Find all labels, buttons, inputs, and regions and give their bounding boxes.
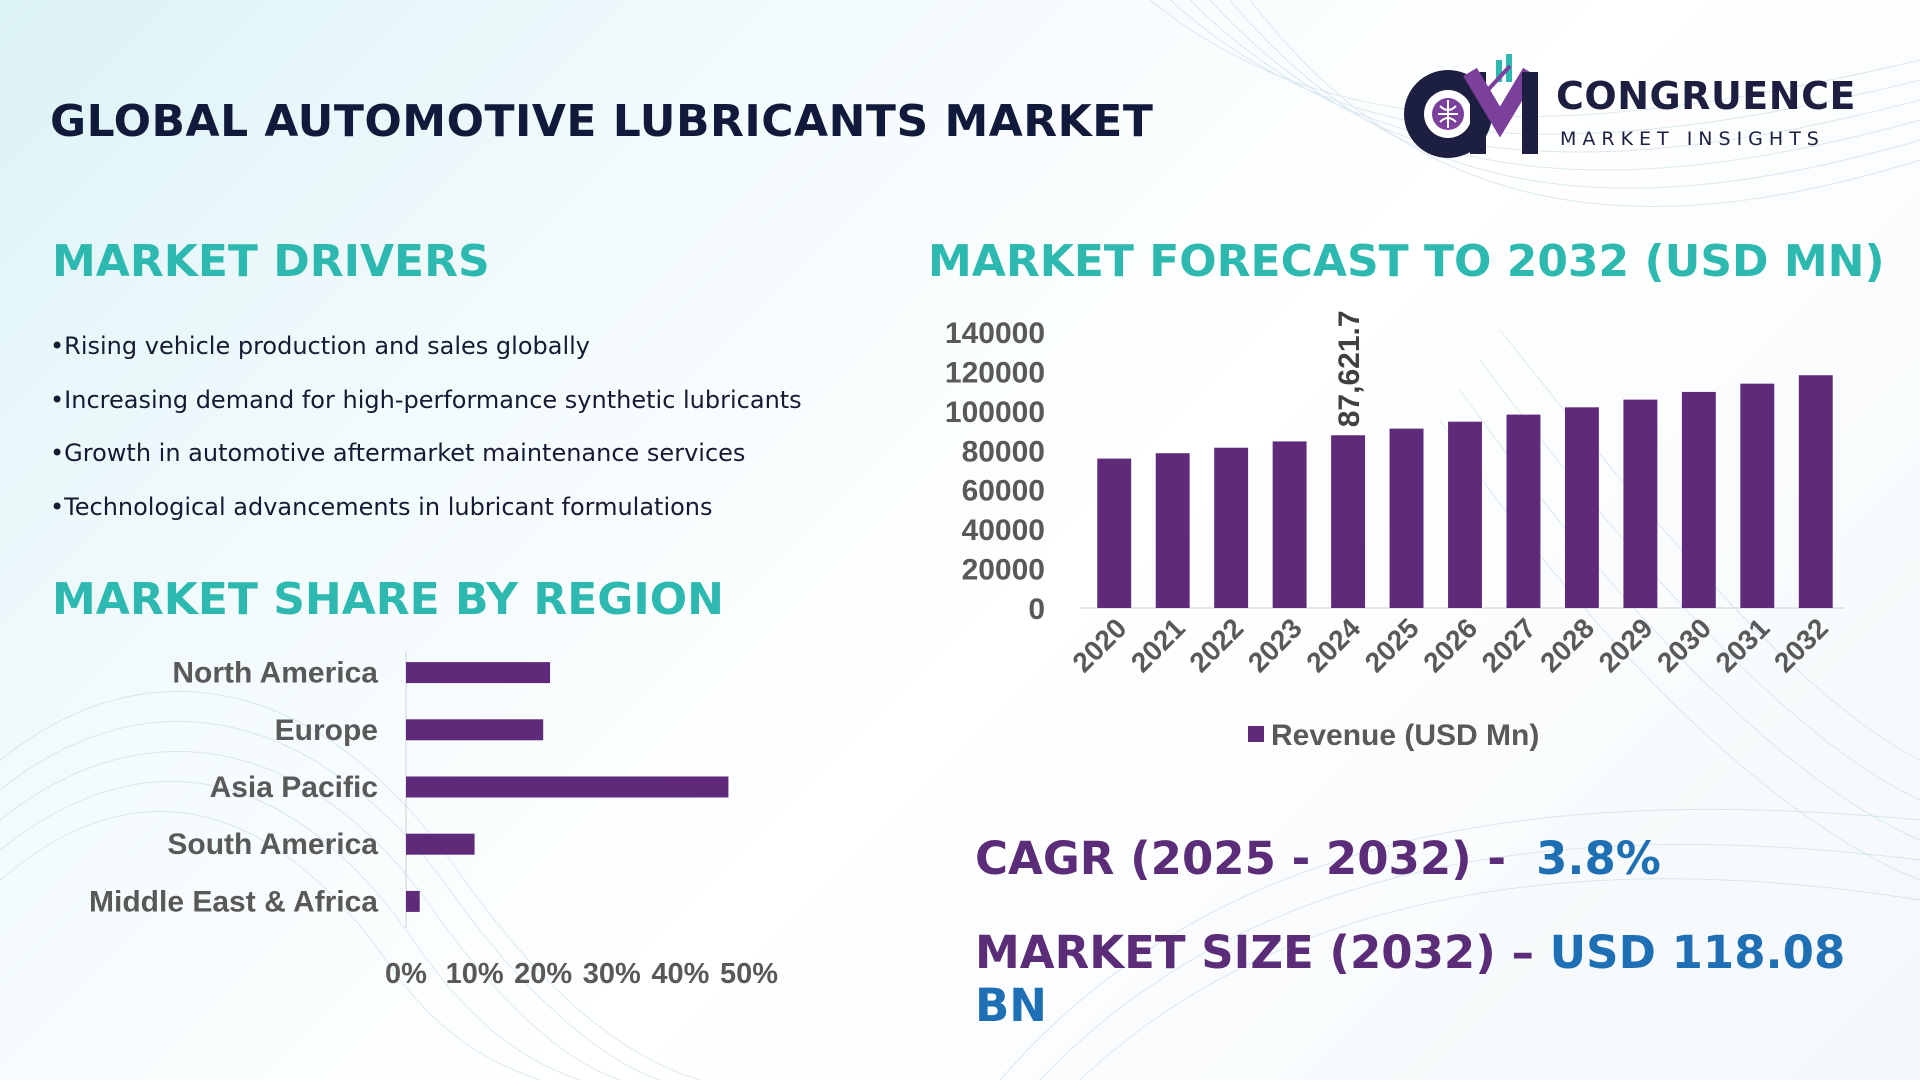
y-tick-label: 140000 xyxy=(945,317,1045,350)
driver-item: Rising vehicle production and sales glob… xyxy=(50,326,802,380)
market-size-value: USD 118.08 BN xyxy=(975,926,1846,1032)
driver-item: Growth in automotive aftermarket mainten… xyxy=(50,433,802,487)
bar xyxy=(1389,428,1424,608)
x-tick-label: 20% xyxy=(514,958,572,990)
region-heading: MARKET SHARE BY REGION xyxy=(52,574,724,625)
x-tick-label: 2031 xyxy=(1710,612,1776,678)
y-tick-label: 20000 xyxy=(962,554,1045,587)
category-label: Asia Pacific xyxy=(210,771,378,804)
x-tick-label: 2023 xyxy=(1242,612,1308,678)
bar xyxy=(1623,399,1658,608)
company-logo: CONGRUENCE MARKET INSIGHTS xyxy=(1400,52,1880,162)
legend-label: Revenue (USD Mn) xyxy=(1271,719,1539,752)
x-tick-label: 10% xyxy=(446,958,504,990)
bar xyxy=(1155,453,1190,608)
forecast-heading: MARKET FORECAST TO 2032 (USD MN) xyxy=(928,236,1885,287)
x-tick-label: 2022 xyxy=(1183,612,1249,678)
y-tick-label: 120000 xyxy=(945,356,1045,389)
bar xyxy=(1448,421,1482,608)
driver-item: Increasing demand for high-performance s… xyxy=(50,380,802,434)
y-tick-label: 100000 xyxy=(945,396,1045,429)
y-tick-label: 40000 xyxy=(962,514,1045,547)
bar xyxy=(406,776,729,798)
bar xyxy=(1506,414,1541,608)
bar xyxy=(1214,447,1249,608)
bar xyxy=(1097,458,1132,608)
category-label: South America xyxy=(167,828,378,861)
bar xyxy=(1681,391,1716,608)
y-tick-label: 0 xyxy=(1028,593,1045,626)
logo-name: CONGRUENCE xyxy=(1556,74,1856,118)
logo-mark-icon xyxy=(1404,54,1538,158)
bar xyxy=(1331,435,1366,608)
x-tick-label: 2030 xyxy=(1651,612,1717,678)
category-label: Europe xyxy=(275,714,378,747)
x-tick-label: 2024 xyxy=(1300,612,1366,678)
drivers-list: Rising vehicle production and sales glob… xyxy=(50,326,802,540)
x-tick-label: 2021 xyxy=(1125,612,1191,678)
y-tick-label: 60000 xyxy=(962,475,1045,508)
x-tick-label: 30% xyxy=(583,958,641,990)
cagr-value: 3.8% xyxy=(1536,832,1661,885)
data-label: 87,621.7 xyxy=(1333,310,1366,427)
x-tick-label: 2029 xyxy=(1593,612,1659,678)
x-tick-label: 2020 xyxy=(1067,612,1133,678)
driver-item: Technological advancements in lubricant … xyxy=(50,487,802,541)
x-tick-label: 2026 xyxy=(1417,612,1483,678)
logo-subtitle: MARKET INSIGHTS xyxy=(1560,128,1825,150)
market-size-summary: MARKET SIZE (2032) – USD 118.08 BN xyxy=(975,926,1920,1032)
x-tick-label: 0% xyxy=(385,958,427,990)
category-label: Middle East & Africa xyxy=(89,885,378,918)
legend-swatch xyxy=(1248,726,1264,742)
y-tick-label: 80000 xyxy=(962,435,1045,468)
bar xyxy=(1564,407,1599,608)
cagr-summary: CAGR (2025 - 2032) - 3.8% xyxy=(975,832,1661,885)
x-tick-label: 40% xyxy=(651,958,709,990)
cagr-label: CAGR (2025 - 2032) - xyxy=(975,832,1507,885)
bar xyxy=(406,719,544,741)
x-tick-label: 2032 xyxy=(1768,612,1834,678)
market-size-label: MARKET SIZE (2032) – xyxy=(975,926,1534,979)
category-label: North America xyxy=(172,657,378,690)
page-title: GLOBAL AUTOMOTIVE LUBRICANTS MARKET xyxy=(50,96,1154,147)
bar xyxy=(406,890,420,912)
bar xyxy=(1740,383,1775,608)
bar xyxy=(1272,441,1307,608)
x-tick-label: 2027 xyxy=(1476,612,1542,678)
drivers-heading: MARKET DRIVERS xyxy=(52,236,490,287)
x-tick-label: 2028 xyxy=(1534,612,1600,678)
bar xyxy=(406,662,551,684)
bar xyxy=(406,833,475,855)
x-tick-label: 50% xyxy=(720,958,778,990)
bar xyxy=(1798,375,1833,608)
x-tick-label: 2025 xyxy=(1359,612,1425,678)
